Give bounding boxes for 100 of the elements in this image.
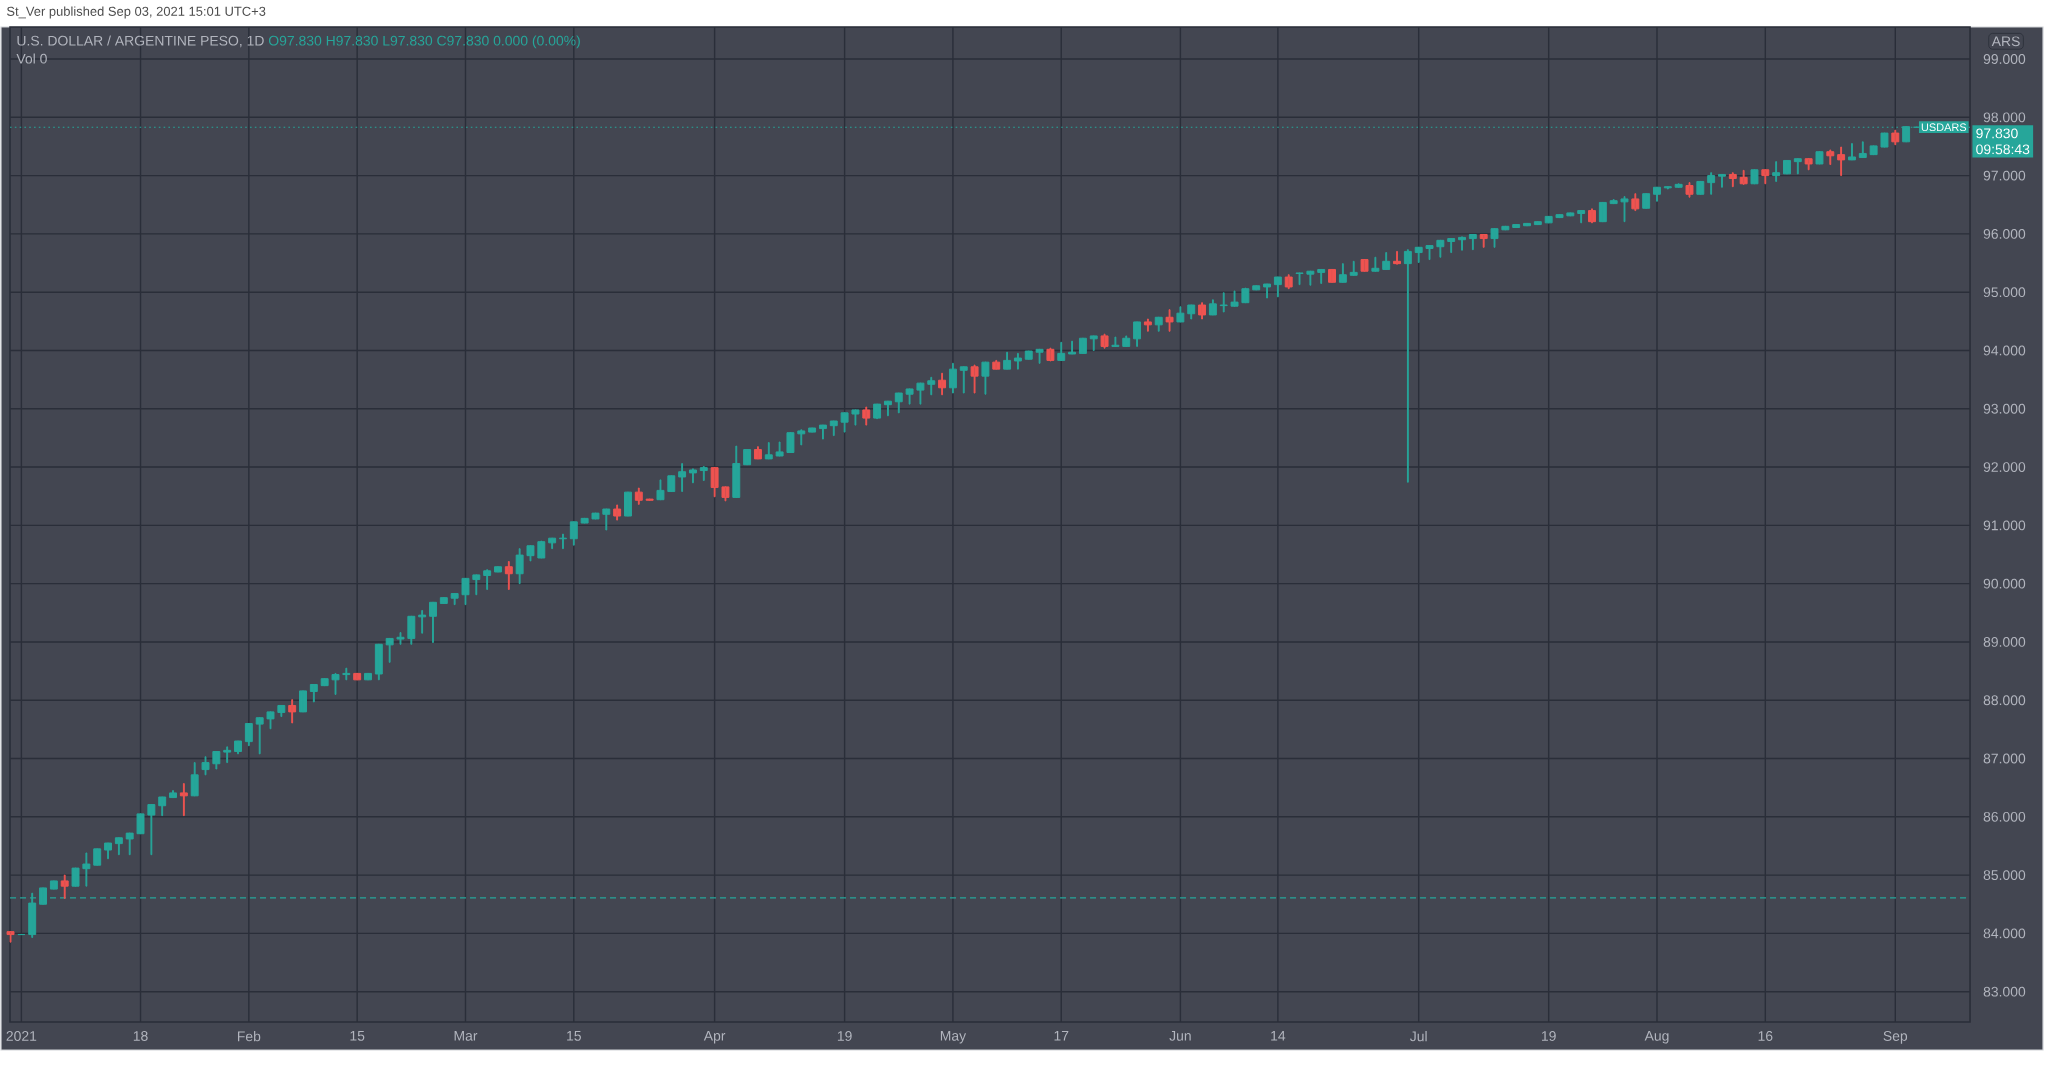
y-tick-label: 99.000 xyxy=(1983,54,2026,64)
candlestick xyxy=(1013,352,1022,370)
y-tick-label: 96.000 xyxy=(1983,228,2026,239)
text: 09:58:43 xyxy=(1976,144,2030,155)
candlestick xyxy=(905,388,914,405)
candlestick xyxy=(1891,129,1900,146)
candlestick xyxy=(1068,340,1077,355)
candlestick xyxy=(49,880,58,890)
x-tick-label: 15 xyxy=(350,1031,365,1041)
candlestick xyxy=(916,382,925,405)
text: St_Ver published Sep 03, 2021 15:01 UTC+3 xyxy=(7,6,266,19)
candlestick xyxy=(970,364,979,394)
candlestick xyxy=(1728,172,1737,188)
candlestick xyxy=(981,361,990,395)
candlestick xyxy=(656,479,665,501)
x-tick-label: 14 xyxy=(1271,1031,1286,1041)
candlestick xyxy=(1306,270,1315,286)
x-tick-label: May xyxy=(940,1031,967,1044)
candlestick xyxy=(818,424,827,440)
candlestick xyxy=(1165,309,1174,332)
candlestick xyxy=(1674,183,1683,188)
candlestick xyxy=(1588,208,1596,224)
candlestick xyxy=(1490,228,1499,248)
candlestick xyxy=(331,672,340,695)
candlestick xyxy=(602,508,611,531)
candlestick xyxy=(1858,141,1867,159)
candlestick xyxy=(1338,263,1347,283)
candlestick xyxy=(634,487,643,505)
annotation: Vol 0 xyxy=(16,53,47,64)
candlestick xyxy=(169,790,177,799)
candlestick xyxy=(1425,245,1434,261)
candlestick xyxy=(1252,285,1261,291)
candlestick xyxy=(82,852,91,887)
candlestick xyxy=(1577,210,1586,224)
candlestick xyxy=(1815,151,1824,165)
candlestick xyxy=(201,756,210,776)
candlestick xyxy=(1739,169,1748,185)
candlestick xyxy=(1208,299,1217,316)
candlestick xyxy=(786,432,795,453)
candlestick xyxy=(1024,350,1033,360)
candlestick xyxy=(1230,290,1239,307)
candlestick xyxy=(136,813,145,835)
candlestick xyxy=(862,406,871,426)
y-tick-label: 85.000 xyxy=(1983,870,2026,881)
y-tick-label: 92.000 xyxy=(1983,462,2026,472)
candlestick xyxy=(927,376,936,396)
candlestick xyxy=(710,467,719,498)
candlestick xyxy=(179,783,188,817)
candlestick xyxy=(1349,260,1358,276)
candlestick xyxy=(959,366,968,394)
candlestick xyxy=(1458,236,1466,251)
candlestick xyxy=(721,486,730,502)
candlestick xyxy=(1880,132,1889,148)
candlestick xyxy=(1804,158,1813,171)
candlestick xyxy=(1685,182,1694,198)
candlestick xyxy=(309,683,318,703)
x-tick-label: Sep xyxy=(1883,1031,1908,1044)
candlestick xyxy=(1663,186,1672,190)
y-tick-label: 87.000 xyxy=(1983,753,2026,764)
candlestick xyxy=(504,560,513,590)
y-tick-label: 84.000 xyxy=(1983,928,2026,939)
candlestick xyxy=(1360,259,1369,272)
candlestick xyxy=(461,577,470,606)
candlestick xyxy=(353,672,362,681)
candlestick xyxy=(60,874,69,899)
candlestick xyxy=(288,699,297,724)
candlestick xyxy=(266,711,275,730)
candlestick xyxy=(1111,336,1120,347)
candlestick xyxy=(1273,276,1282,298)
x-tick-label: Feb xyxy=(237,1031,261,1042)
text: 97.830 xyxy=(1976,128,2018,139)
candlestick xyxy=(1143,318,1152,332)
y-tick-label: 97.000 xyxy=(1983,170,2026,181)
y-tick-label: 90.000 xyxy=(1983,578,2026,589)
candlestick xyxy=(1263,283,1272,299)
candlestick xyxy=(450,593,459,606)
candlestick xyxy=(1198,302,1207,320)
candlestick xyxy=(1826,149,1835,166)
text: O97.830 H97.830 L97.830 C97.830 0.000 (0.00%) xyxy=(268,35,580,49)
candlestick xyxy=(114,837,123,856)
x-tick-label: Jun xyxy=(1169,1031,1191,1041)
y-tick-label: 94.000 xyxy=(1983,345,2026,356)
candlestick xyxy=(1631,193,1640,212)
candlestick xyxy=(1750,169,1759,185)
y-tick-label: 93.000 xyxy=(1983,403,2026,414)
candlestick xyxy=(1403,249,1412,483)
candlestick xyxy=(1046,347,1055,362)
y-tick-label: 91.000 xyxy=(1983,520,2026,531)
y-tick-label: 98.000 xyxy=(1983,112,2026,123)
candlestick xyxy=(1848,143,1856,161)
candlestick xyxy=(580,517,589,524)
candlestick xyxy=(775,441,784,457)
candlestick xyxy=(645,498,654,501)
candlestick xyxy=(418,609,427,634)
candlestick xyxy=(342,667,351,681)
candlestick xyxy=(797,429,806,446)
candlestick xyxy=(6,931,15,943)
candlestick xyxy=(1718,173,1726,188)
candlestick xyxy=(1620,196,1629,223)
x-tick-label: 19 xyxy=(837,1031,852,1041)
